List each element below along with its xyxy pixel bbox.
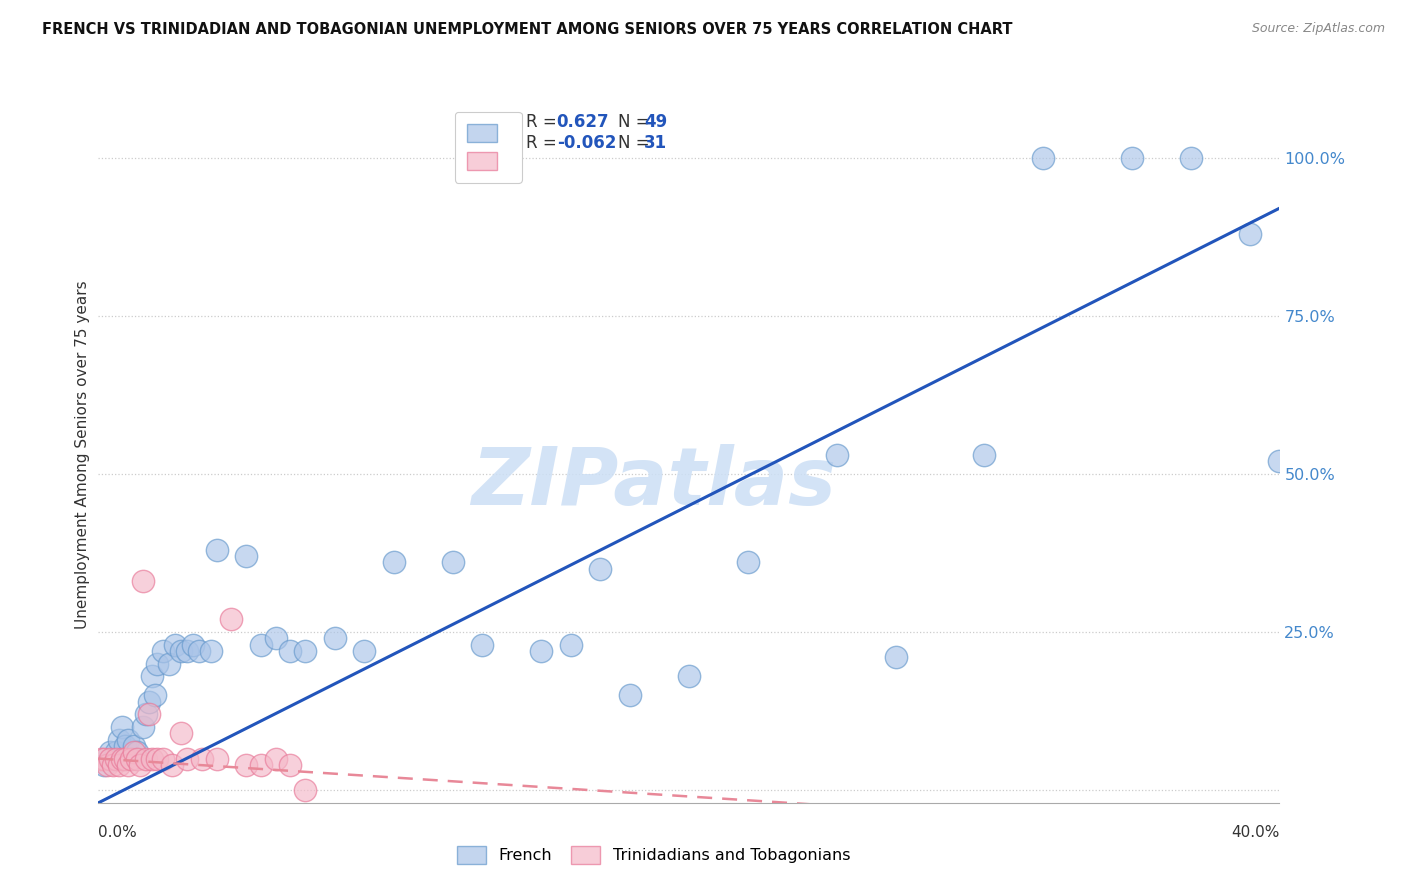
Point xyxy=(619,688,641,702)
Text: 0.0%: 0.0% xyxy=(98,825,138,840)
Point xyxy=(98,745,121,759)
Point xyxy=(117,757,139,772)
Point xyxy=(152,644,174,658)
Point xyxy=(170,726,193,740)
Point xyxy=(250,757,273,772)
Point xyxy=(678,669,700,683)
Point xyxy=(135,707,157,722)
Point xyxy=(264,632,287,646)
Point xyxy=(141,669,163,683)
Point xyxy=(353,644,375,658)
Text: N =: N = xyxy=(619,134,650,153)
Point xyxy=(294,644,316,658)
Point xyxy=(737,556,759,570)
Point xyxy=(98,751,121,765)
Point xyxy=(122,739,145,753)
Point xyxy=(264,751,287,765)
Point xyxy=(108,757,131,772)
Point xyxy=(132,574,155,589)
Point xyxy=(250,638,273,652)
Point xyxy=(1121,151,1143,165)
Point xyxy=(96,757,118,772)
Point xyxy=(382,556,405,570)
Point xyxy=(205,542,228,557)
Text: ZIPatlas: ZIPatlas xyxy=(471,443,837,522)
Point xyxy=(93,751,115,765)
Point xyxy=(111,751,134,765)
Point xyxy=(884,650,907,665)
Point xyxy=(205,751,228,765)
Point xyxy=(125,751,148,765)
Point xyxy=(146,751,169,765)
Point xyxy=(323,632,346,646)
Legend: French, Trinidadians and Tobagonians: French, Trinidadians and Tobagonians xyxy=(446,835,862,875)
Text: Source: ZipAtlas.com: Source: ZipAtlas.com xyxy=(1251,22,1385,36)
Point xyxy=(125,745,148,759)
Point xyxy=(146,657,169,671)
Point xyxy=(235,549,257,563)
Point xyxy=(128,757,150,772)
Text: R =: R = xyxy=(526,113,562,131)
Point xyxy=(117,732,139,747)
Text: 31: 31 xyxy=(644,134,668,153)
Point xyxy=(138,695,160,709)
Point xyxy=(103,757,125,772)
Point xyxy=(93,757,115,772)
Point xyxy=(135,751,157,765)
Point xyxy=(138,707,160,722)
Point xyxy=(105,745,128,759)
Point xyxy=(560,638,582,652)
Point xyxy=(1180,151,1202,165)
Point xyxy=(471,638,494,652)
Text: 40.0%: 40.0% xyxy=(1232,825,1279,840)
Point xyxy=(294,783,316,797)
Point xyxy=(1239,227,1261,241)
Point xyxy=(143,688,166,702)
Point xyxy=(1032,151,1054,165)
Point xyxy=(181,638,204,652)
Point xyxy=(278,644,302,658)
Point xyxy=(141,751,163,765)
Point xyxy=(165,638,187,652)
Point xyxy=(191,751,214,765)
Point xyxy=(162,757,183,772)
Text: N =: N = xyxy=(619,113,650,131)
Point xyxy=(157,657,180,671)
Point xyxy=(200,644,222,658)
Point xyxy=(441,556,464,570)
Text: -0.062: -0.062 xyxy=(557,134,616,153)
Point xyxy=(152,751,174,765)
Point xyxy=(1268,454,1291,468)
Text: FRENCH VS TRINIDADIAN AND TOBAGONIAN UNEMPLOYMENT AMONG SENIORS OVER 75 YEARS CO: FRENCH VS TRINIDADIAN AND TOBAGONIAN UNE… xyxy=(42,22,1012,37)
Point xyxy=(278,757,302,772)
Text: 49: 49 xyxy=(644,113,668,131)
Point xyxy=(176,751,198,765)
Point xyxy=(103,751,125,765)
Point xyxy=(122,745,145,759)
Point xyxy=(120,751,142,765)
Point xyxy=(111,720,134,734)
Point xyxy=(114,751,136,765)
Point xyxy=(235,757,257,772)
Point xyxy=(170,644,193,658)
Text: 0.627: 0.627 xyxy=(557,113,609,131)
Point xyxy=(825,448,848,462)
Point xyxy=(114,739,136,753)
Point xyxy=(187,644,209,658)
Y-axis label: Unemployment Among Seniors over 75 years: Unemployment Among Seniors over 75 years xyxy=(75,281,90,629)
Point xyxy=(973,448,995,462)
Point xyxy=(105,751,128,765)
Point xyxy=(589,562,612,576)
Point xyxy=(132,720,155,734)
Point xyxy=(219,612,242,626)
Point xyxy=(530,644,553,658)
Point xyxy=(176,644,198,658)
Text: R =: R = xyxy=(526,134,557,153)
Point xyxy=(108,732,131,747)
Point xyxy=(90,751,112,765)
